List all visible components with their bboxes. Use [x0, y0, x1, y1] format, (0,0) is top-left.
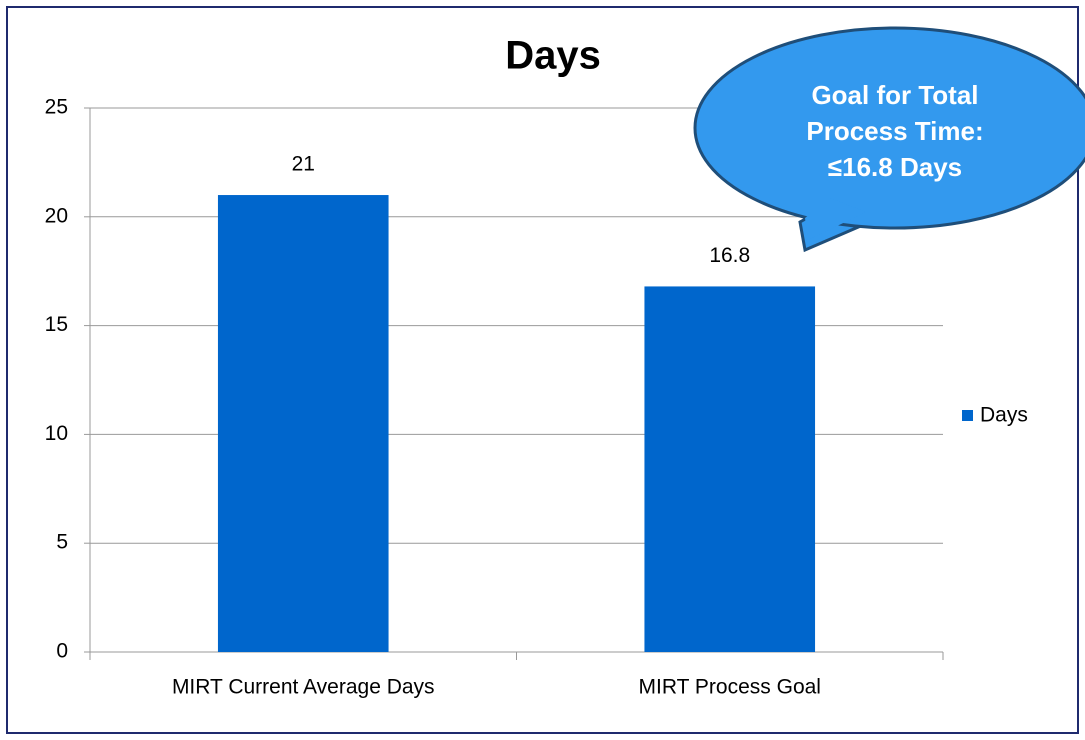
- x-tick-label: MIRT Process Goal: [639, 676, 821, 699]
- y-tick-label: 10: [45, 422, 68, 445]
- data-label: 21: [292, 153, 315, 176]
- callout-text: Process Time:: [806, 116, 983, 146]
- y-tick-label: 0: [56, 640, 68, 663]
- chart-title: Days: [505, 34, 601, 78]
- callout-join: [805, 198, 866, 240]
- x-tick-label: MIRT Current Average Days: [172, 676, 435, 699]
- y-tick-label: 20: [45, 204, 68, 227]
- bar: [217, 195, 389, 653]
- bar: [644, 286, 816, 652]
- callout-text: Goal for Total: [811, 80, 978, 110]
- y-tick-label: 25: [45, 96, 68, 119]
- legend-swatch: [962, 410, 973, 421]
- y-tick-label: 5: [56, 531, 68, 554]
- data-label: 16.8: [709, 244, 750, 267]
- callout-bubble: [693, 26, 1085, 230]
- y-tick-label: 15: [45, 313, 68, 336]
- callout-text: ≤16.8 Days: [828, 152, 962, 182]
- legend-label: Days: [980, 404, 1028, 427]
